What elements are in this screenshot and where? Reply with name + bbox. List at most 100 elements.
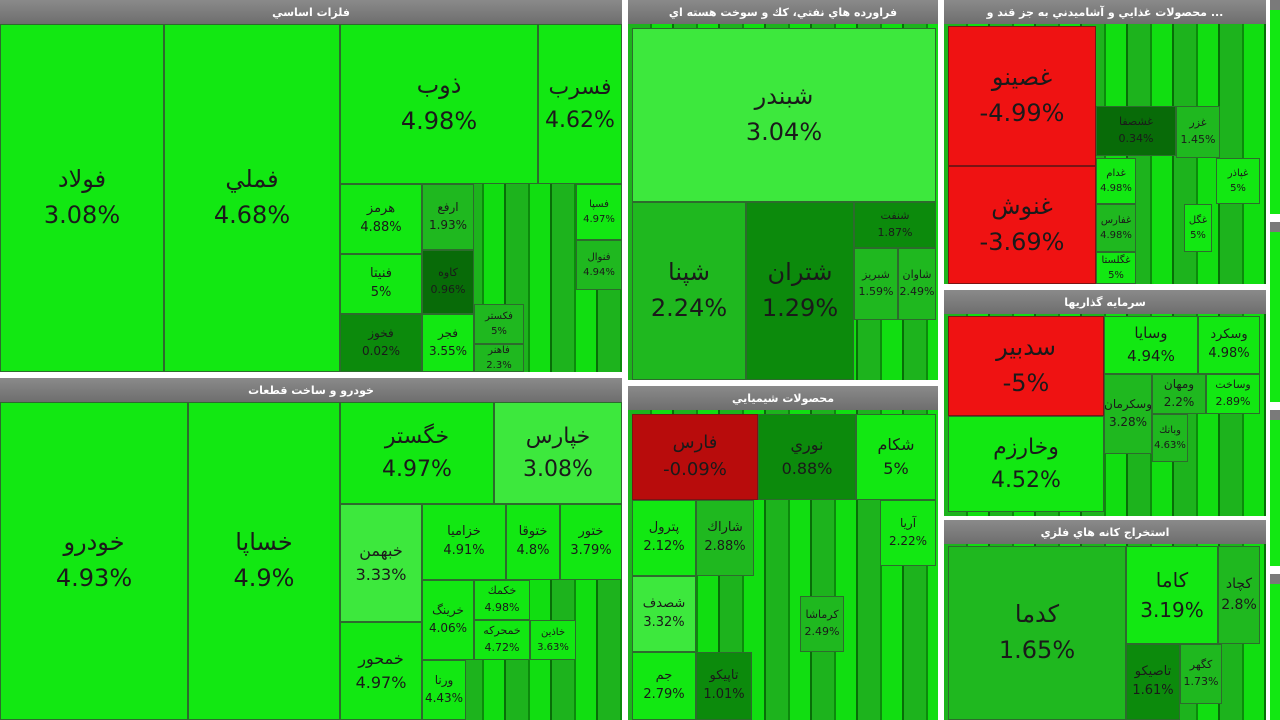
treemap-cell[interactable]: شاوان 2.49% bbox=[898, 248, 936, 320]
treemap-cell[interactable]: خكمك 4.98% bbox=[474, 580, 530, 620]
treemap-cell[interactable]: خپارس 3.08% bbox=[494, 402, 622, 504]
treemap-cell[interactable]: غفارس 4.98% bbox=[1096, 204, 1136, 252]
cell-change: -4.99% bbox=[979, 99, 1065, 128]
panel-title: سرمايه گذاريها bbox=[944, 290, 1266, 314]
panel-title: استخراج كانه هاي فلزي bbox=[944, 520, 1266, 544]
treemap-cell[interactable]: فسرب 4.62% bbox=[538, 24, 622, 184]
treemap-cell[interactable]: غشصفا 0.34% bbox=[1096, 106, 1176, 156]
cell-change: 2.79% bbox=[643, 687, 685, 703]
cell-symbol: وسكرمان bbox=[1104, 397, 1152, 412]
treemap-cell[interactable]: غپاذر 5% bbox=[1216, 158, 1260, 204]
treemap-cell[interactable]: فاهنر 2.3% bbox=[474, 344, 524, 372]
treemap-cell[interactable]: وبانك 4.63% bbox=[1152, 414, 1188, 462]
cell-symbol: فولاد bbox=[57, 165, 107, 194]
treemap-cell[interactable]: خاذين 3.63% bbox=[530, 620, 576, 660]
treemap-cell[interactable]: هرمز 4.88% bbox=[340, 184, 422, 254]
treemap-cell[interactable]: كچاد 2.8% bbox=[1218, 546, 1260, 644]
treemap-cell[interactable]: غدام 4.98% bbox=[1096, 158, 1136, 204]
treemap-cell[interactable]: شصدف 3.32% bbox=[632, 576, 696, 652]
treemap-cell[interactable]: فجر 3.55% bbox=[422, 314, 474, 372]
treemap-cell[interactable]: غنوش -3.69% bbox=[948, 166, 1096, 284]
treemap-cell[interactable]: كدما 1.65% bbox=[948, 546, 1126, 720]
cell-change: 1.29% bbox=[761, 294, 839, 323]
treemap-cell[interactable]: فارس -0.09% bbox=[632, 414, 758, 500]
treemap-cell[interactable]: نوري 0.88% bbox=[758, 414, 856, 500]
cell-symbol: فجر bbox=[437, 326, 459, 341]
treemap-cell[interactable]: شاراك 2.88% bbox=[696, 500, 754, 576]
treemap-cell[interactable]: شكام 5% bbox=[856, 414, 936, 500]
treemap-cell[interactable]: فسپا 4.97% bbox=[576, 184, 622, 240]
panel-title: خودرو و ساخت قطعات bbox=[0, 378, 622, 402]
treemap-cell[interactable]: ومهان 2.2% bbox=[1152, 374, 1206, 414]
cell-symbol: غصينو bbox=[991, 63, 1053, 92]
treemap-cell[interactable]: خساپا 4.9% bbox=[188, 402, 340, 720]
treemap-cell[interactable]: ورنا 4.43% bbox=[422, 660, 466, 720]
treemap-cell[interactable]: خبهمن 3.33% bbox=[340, 504, 422, 622]
cell-change: 2.49% bbox=[804, 624, 840, 638]
panel-title: فلزات اساسي bbox=[0, 0, 622, 24]
cell-change: 1.65% bbox=[998, 636, 1076, 665]
treemap-cell[interactable]: شبريز 1.59% bbox=[854, 248, 898, 320]
treemap-cell[interactable]: ارفع 1.93% bbox=[422, 184, 474, 250]
cell-change: 0.34% bbox=[1118, 131, 1154, 145]
treemap-panel: فلزات اساسي فولاد 3.08% فملي 4.68% ذوب 4.98% فس… bbox=[0, 0, 622, 372]
treemap-cell[interactable]: پترول 2.12% bbox=[632, 500, 696, 576]
treemap-cell[interactable]: كاما 3.19% bbox=[1126, 546, 1218, 644]
treemap-cell[interactable]: فكستر 5% bbox=[474, 304, 524, 344]
treemap-cell[interactable]: ختوقا 4.8% bbox=[506, 504, 560, 580]
treemap-cell[interactable]: فولاد 3.08% bbox=[0, 24, 164, 372]
treemap-cell[interactable]: فنوال 4.94% bbox=[576, 240, 622, 290]
cell-change: 2.3% bbox=[486, 359, 512, 371]
treemap-cell[interactable]: جم 2.79% bbox=[632, 652, 696, 720]
treemap-cell[interactable]: خودرو 4.93% bbox=[0, 402, 188, 720]
treemap-cell[interactable]: فخوز 0.02% bbox=[340, 314, 422, 372]
cell-symbol: فنوال bbox=[587, 251, 611, 263]
cell-symbol: ومهان bbox=[1163, 377, 1195, 392]
treemap-cell[interactable]: شپنا 2.24% bbox=[632, 202, 746, 380]
treemap-cell[interactable]: فملي 4.68% bbox=[164, 24, 340, 372]
cell-symbol: شاراك bbox=[707, 519, 743, 535]
cell-change: 2.88% bbox=[704, 539, 746, 555]
cell-change: 4.98% bbox=[484, 600, 520, 614]
cell-change: 4.8% bbox=[516, 543, 550, 559]
cell-symbol: خرينگ bbox=[432, 603, 464, 618]
treemap-cell[interactable]: شنفت 1.87% bbox=[854, 202, 936, 248]
treemap-cell[interactable]: ختور 3.79% bbox=[560, 504, 622, 580]
cell-symbol: آريا bbox=[899, 516, 917, 531]
treemap-cell[interactable]: كگهر 1.73% bbox=[1180, 644, 1222, 704]
cell-change: 2.24% bbox=[650, 294, 728, 323]
treemap-cell[interactable]: خمحركه 4.72% bbox=[474, 620, 530, 660]
treemap-cell[interactable]: كاوه 0.96% bbox=[422, 250, 474, 314]
cell-symbol: فارس bbox=[672, 432, 718, 454]
treemap-cell[interactable]: سدبير -5% bbox=[948, 316, 1104, 416]
treemap-cell[interactable]: غزر 1.45% bbox=[1176, 106, 1220, 158]
treemap-cell[interactable]: خرينگ 4.06% bbox=[422, 580, 474, 660]
treemap-cell[interactable]: خگستر 4.97% bbox=[340, 402, 494, 504]
cell-symbol: خمحركه bbox=[483, 624, 521, 638]
treemap-cell[interactable]: وساخت 2.89% bbox=[1206, 374, 1260, 414]
treemap-cell[interactable]: ذوب 4.98% bbox=[340, 24, 538, 184]
treemap-cell[interactable]: وسكرد 4.98% bbox=[1198, 316, 1260, 374]
treemap-cell[interactable]: غصينو -4.99% bbox=[948, 26, 1096, 166]
treemap-cell[interactable]: فنيتا 5% bbox=[340, 254, 422, 314]
treemap-cell[interactable]: خمحور 4.97% bbox=[340, 622, 422, 720]
treemap-cell[interactable]: كرماشا 2.49% bbox=[800, 596, 844, 652]
cell-change: 4.98% bbox=[1100, 182, 1132, 194]
panel-body: خودرو 4.93% خساپا 4.9% خگستر 4.97% خپارس 3.08% خ… bbox=[0, 402, 622, 720]
edge-panel bbox=[1270, 410, 1280, 566]
treemap-cell[interactable]: شبندر 3.04% bbox=[632, 28, 936, 202]
cell-symbol: غگلستا bbox=[1101, 254, 1131, 266]
treemap-cell[interactable]: وسكرمان 3.28% bbox=[1104, 374, 1152, 454]
cell-symbol: جم bbox=[655, 667, 673, 683]
treemap-cell[interactable]: خزاميا 4.91% bbox=[422, 504, 506, 580]
treemap-cell[interactable]: آريا 2.22% bbox=[880, 500, 936, 566]
treemap-cell[interactable]: تاصيكو 1.61% bbox=[1126, 644, 1180, 720]
treemap-cell[interactable]: وخارزم 4.52% bbox=[948, 416, 1104, 512]
cell-symbol: ورنا bbox=[434, 673, 454, 688]
treemap-cell[interactable]: وسايا 4.94% bbox=[1104, 316, 1198, 374]
treemap-cell[interactable]: غگلستا 5% bbox=[1096, 252, 1136, 284]
treemap-cell[interactable]: تاپيكو 1.01% bbox=[696, 652, 752, 720]
treemap-cell[interactable]: غگل 5% bbox=[1184, 204, 1212, 252]
treemap-cell[interactable]: شتران 1.29% bbox=[746, 202, 854, 380]
cell-symbol: خمحور bbox=[358, 648, 404, 668]
